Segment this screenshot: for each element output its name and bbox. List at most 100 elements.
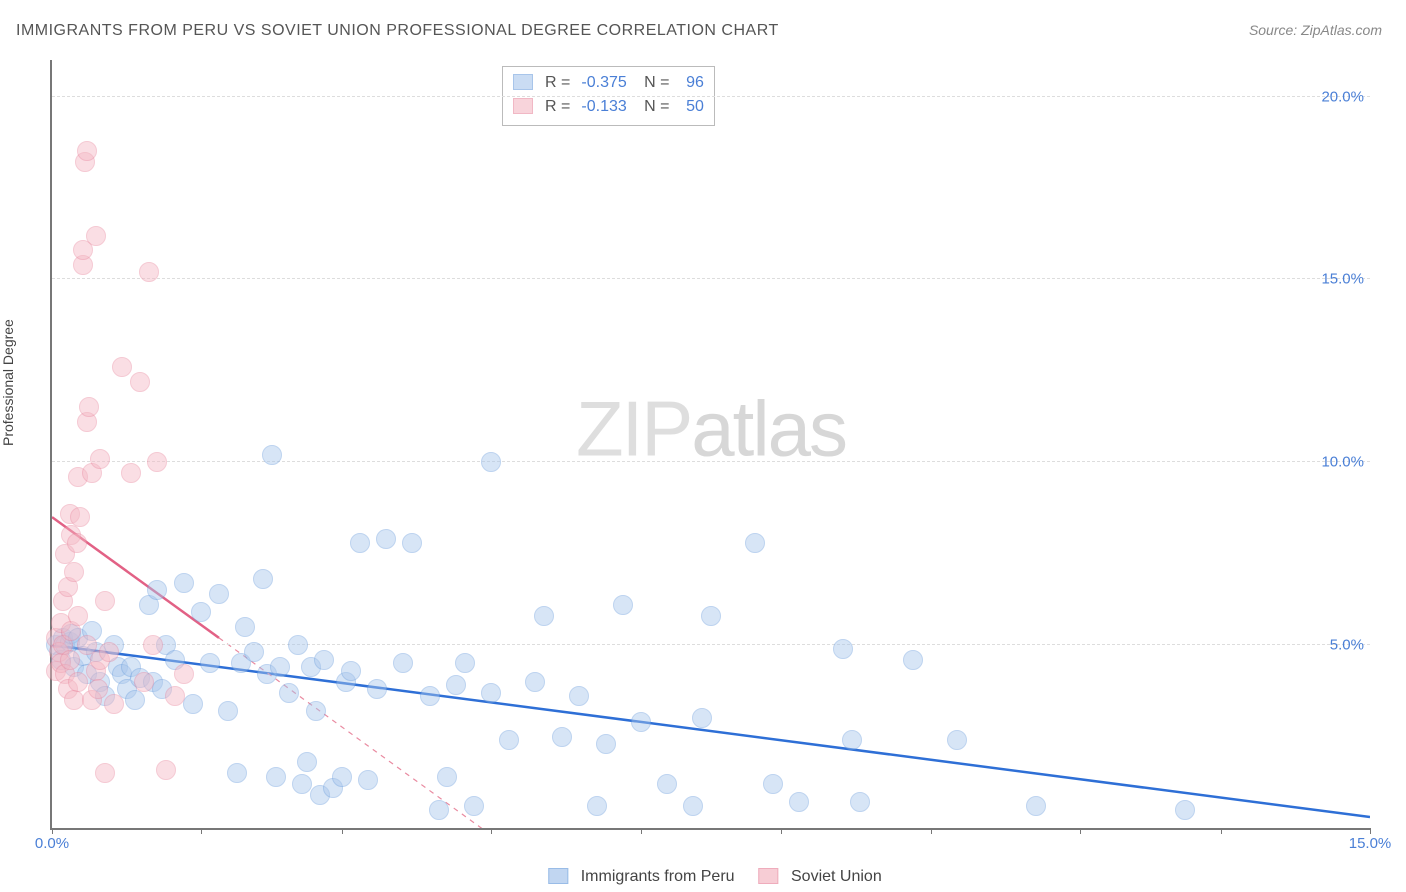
data-point-peru — [631, 712, 651, 732]
data-point-peru — [279, 683, 299, 703]
legend-row-peru: R = -0.375 N = 96 — [513, 71, 704, 95]
x-tick-mark — [781, 828, 782, 834]
data-point-peru — [481, 683, 501, 703]
data-point-soviet — [112, 357, 132, 377]
data-point-peru — [464, 796, 484, 816]
data-point-peru — [332, 767, 352, 787]
gridline — [52, 96, 1370, 97]
data-point-peru — [235, 617, 255, 637]
data-point-soviet — [147, 452, 167, 472]
data-point-peru — [244, 642, 264, 662]
data-point-soviet — [165, 686, 185, 706]
data-point-peru — [596, 734, 616, 754]
y-tick-label: 15.0% — [1321, 271, 1364, 288]
data-point-peru — [613, 595, 633, 615]
y-tick-label: 5.0% — [1330, 637, 1364, 654]
data-point-peru — [297, 752, 317, 772]
data-point-peru — [218, 701, 238, 721]
data-point-soviet — [134, 672, 154, 692]
data-point-peru — [174, 573, 194, 593]
data-point-peru — [429, 800, 449, 820]
data-point-soviet — [70, 507, 90, 527]
source-label: Source: — [1249, 22, 1297, 38]
data-point-peru — [402, 533, 422, 553]
data-point-peru — [314, 650, 334, 670]
data-point-peru — [437, 767, 457, 787]
y-axis-label: Professional Degree — [0, 319, 16, 446]
data-point-peru — [292, 774, 312, 794]
x-tick-mark — [52, 828, 53, 834]
data-point-peru — [745, 533, 765, 553]
data-point-soviet — [90, 449, 110, 469]
x-tick-mark — [931, 828, 932, 834]
data-point-peru — [253, 569, 273, 589]
data-point-peru — [947, 730, 967, 750]
data-point-soviet — [95, 763, 115, 783]
data-point-soviet — [95, 591, 115, 611]
data-point-peru — [350, 533, 370, 553]
x-tick-mark — [1080, 828, 1081, 834]
data-point-soviet — [88, 679, 108, 699]
data-point-peru — [903, 650, 923, 670]
scatter-plot: ZIPatlas R = -0.375 N = 96R = -0.133 N =… — [50, 60, 1370, 830]
data-point-peru — [692, 708, 712, 728]
series-legend: Immigrants from Peru Soviet Union — [524, 868, 881, 886]
gridline — [52, 461, 1370, 462]
data-point-peru — [833, 639, 853, 659]
data-point-peru — [266, 767, 286, 787]
data-point-peru — [446, 675, 466, 695]
data-point-soviet — [143, 635, 163, 655]
legend-label-peru: Immigrants from Peru — [576, 868, 734, 885]
data-point-peru — [763, 774, 783, 794]
data-point-soviet — [64, 562, 84, 582]
data-point-soviet — [156, 760, 176, 780]
x-tick-label: 15.0% — [1349, 835, 1392, 852]
legend-label-soviet: Soviet Union — [787, 868, 882, 885]
chart-title: IMMIGRANTS FROM PERU VS SOVIET UNION PRO… — [16, 22, 779, 40]
data-point-soviet — [130, 372, 150, 392]
data-point-soviet — [99, 642, 119, 662]
data-point-peru — [341, 661, 361, 681]
x-tick-mark — [491, 828, 492, 834]
data-point-peru — [1026, 796, 1046, 816]
data-point-peru — [534, 606, 554, 626]
legend-swatch-soviet — [513, 98, 533, 114]
data-point-peru — [200, 653, 220, 673]
y-tick-label: 10.0% — [1321, 454, 1364, 471]
legend-r-val-soviet: -0.133 — [575, 95, 627, 119]
x-tick-label: 0.0% — [35, 835, 69, 852]
legend-n-key: N = — [644, 74, 669, 91]
data-point-peru — [209, 584, 229, 604]
data-point-peru — [270, 657, 290, 677]
data-point-peru — [842, 730, 862, 750]
data-point-peru — [701, 606, 721, 626]
source-value: ZipAtlas.com — [1301, 22, 1382, 38]
data-point-peru — [288, 635, 308, 655]
legend-n-key: N = — [644, 98, 669, 115]
x-tick-mark — [1370, 828, 1371, 834]
data-point-peru — [358, 770, 378, 790]
data-point-peru — [552, 727, 572, 747]
data-point-peru — [499, 730, 519, 750]
data-point-soviet — [79, 397, 99, 417]
source-citation: Source: ZipAtlas.com — [1249, 22, 1382, 38]
data-point-peru — [850, 792, 870, 812]
data-point-peru — [1175, 800, 1195, 820]
data-point-peru — [569, 686, 589, 706]
legend-swatch-peru — [513, 74, 533, 90]
data-point-peru — [789, 792, 809, 812]
data-point-peru — [262, 445, 282, 465]
data-point-peru — [147, 580, 167, 600]
data-point-peru — [227, 763, 247, 783]
y-tick-label: 20.0% — [1321, 88, 1364, 105]
x-tick-mark — [342, 828, 343, 834]
data-point-peru — [420, 686, 440, 706]
legend-swatch-peru — [548, 868, 568, 884]
watermark-text-a: ZIP — [576, 384, 691, 472]
x-tick-mark — [201, 828, 202, 834]
legend-swatch-soviet — [759, 868, 779, 884]
x-tick-mark — [1221, 828, 1222, 834]
gridline — [52, 278, 1370, 279]
data-point-soviet — [68, 606, 88, 626]
data-point-soviet — [77, 141, 97, 161]
